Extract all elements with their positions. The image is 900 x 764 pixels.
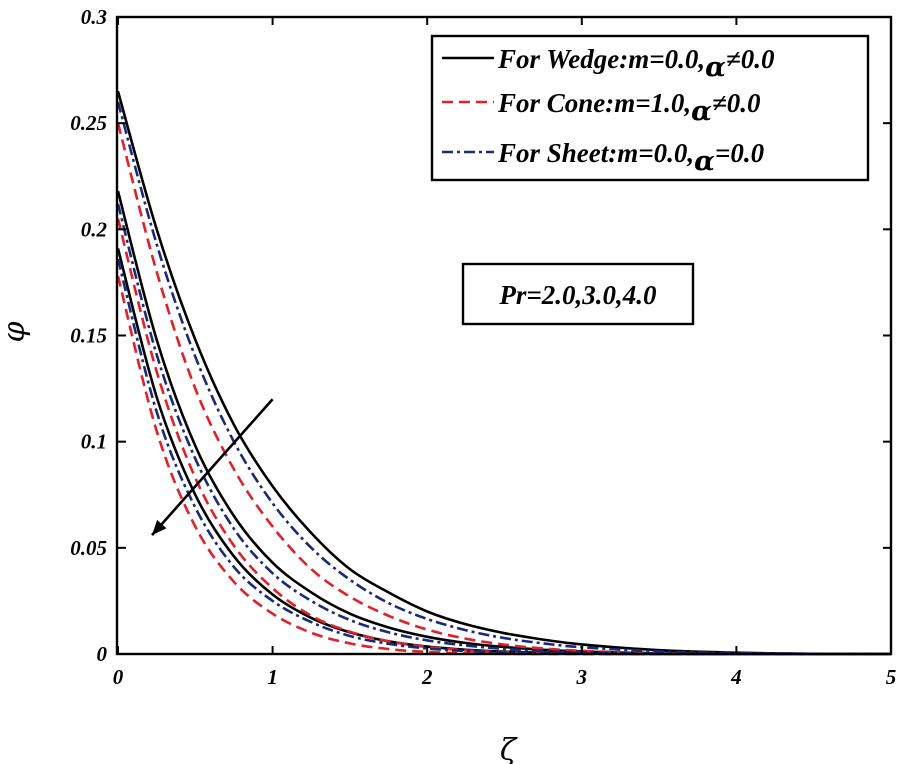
legend-cone-prefix: For Cone:m=1.0, xyxy=(497,88,691,118)
y-tick-label-5: 0.25 xyxy=(70,111,107,135)
legend-wedge-prefix: For Wedge:m=0.0, xyxy=(497,44,705,74)
x-tick-label-3: 3 xyxy=(576,665,588,689)
y-tick-label-1: 0.05 xyxy=(70,536,107,560)
annotation-text: Pr=2.0,3.0,4.0 xyxy=(498,280,657,310)
legend-entry-wedge: For Wedge:m=0.0,α≠0.0 xyxy=(497,44,775,83)
legend-sheet-alpha: α xyxy=(694,146,715,177)
legend-entry-sheet: For Sheet:m=0.0,α=0.0 xyxy=(497,138,765,177)
series-line-6 xyxy=(116,101,892,656)
series-line-5 xyxy=(116,275,891,656)
legend: For Wedge:m=0.0,α≠0.0 For Cone:m=1.0,α≠0… xyxy=(430,34,870,182)
y-axis-label: φ xyxy=(0,321,32,342)
x-tick-label-1: 1 xyxy=(267,665,278,689)
tick-layer: 0 1 2 3 4 5 0 0.05 0.1 0.15 0.2 0.25 0.3 xyxy=(70,5,896,689)
y-tick-label-3: 0.15 xyxy=(70,324,107,348)
legend-box xyxy=(430,34,870,182)
legend-sheet-suffix: =0.0 xyxy=(715,138,765,168)
annotation-box xyxy=(461,262,695,326)
legend-entry-cone: For Cone:m=1.0,α≠0.0 xyxy=(497,88,761,127)
parameter-annotation: Pr=2.0,3.0,4.0 xyxy=(461,262,695,326)
y-tick-label-2: 0.1 xyxy=(81,430,107,454)
y-tick-label-4: 0.2 xyxy=(81,217,108,241)
x-tick-label-2: 2 xyxy=(421,665,433,689)
x-tick-label-5: 5 xyxy=(886,665,897,689)
arrow-shaft xyxy=(151,398,274,536)
x-tick-label-4: 4 xyxy=(730,665,742,689)
legend-cone-alpha: α xyxy=(691,96,712,127)
x-tick-label-0: 0 xyxy=(113,665,124,689)
y-tick-label-0: 0 xyxy=(97,642,108,666)
legend-sheet-prefix: For Sheet:m=0.0, xyxy=(497,138,694,168)
trend-arrow xyxy=(151,398,274,536)
x-axis-label: ζ xyxy=(500,733,518,764)
legend-cone-suffix: ≠0.0 xyxy=(712,88,761,118)
legend-wedge-suffix: ≠0.0 xyxy=(726,44,775,74)
series-line-3 xyxy=(116,122,891,656)
y-tick-label-6: 0.3 xyxy=(81,5,107,29)
legend-wedge-alpha: α xyxy=(705,52,726,83)
arrow-head xyxy=(152,519,167,536)
